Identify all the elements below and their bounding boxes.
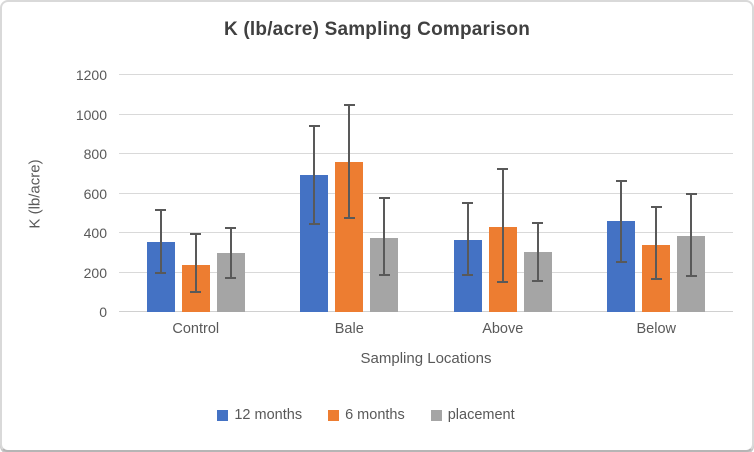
x-tick-label-bale: Bale xyxy=(334,321,364,337)
bar-slot-12-months-bale xyxy=(300,125,329,312)
bar-slot-6-months-above xyxy=(488,167,517,312)
error-bar-6-months-below xyxy=(642,206,670,281)
legend-label-placement: placement xyxy=(447,407,515,423)
chart-legend: 12 months 6 months placement xyxy=(2,407,730,423)
y-tick-label: 600 xyxy=(83,185,107,202)
chart-title: K (lb/acre) Sampling Comparison xyxy=(223,19,531,40)
y-tick-label: 0 xyxy=(99,304,107,320)
bar-slot-placement-control xyxy=(216,227,245,312)
y-tick-label: 400 xyxy=(83,225,107,241)
bar-group-below xyxy=(580,75,734,312)
error-bar-6-months-bale xyxy=(335,103,363,220)
legend-label-12-months: 12 months xyxy=(234,407,303,423)
legend-item-12-months[interactable]: 12 months xyxy=(217,407,302,423)
error-bar-6-months-control xyxy=(182,233,210,294)
bar-slot-6-months-bale xyxy=(335,103,364,312)
bar-slot-placement-above xyxy=(523,222,552,312)
gridline xyxy=(119,74,733,75)
error-bar-12-months-above xyxy=(454,202,482,277)
x-axis-tick-labels: Control Bale Above Below xyxy=(119,312,733,346)
bar-group-bale xyxy=(273,75,427,312)
x-tick-label-below: Below xyxy=(636,321,677,337)
y-axis-title: K (lb/acre) xyxy=(26,158,44,229)
error-bar-6-months-above xyxy=(489,167,517,284)
bar-group-control xyxy=(119,75,273,312)
legend-item-6-months[interactable]: 6 months xyxy=(328,407,405,423)
gridline xyxy=(119,113,733,115)
legend-swatch-12-months xyxy=(217,409,229,421)
plot-area xyxy=(119,74,733,312)
y-axis-title-column: K (lb/acre) xyxy=(20,75,50,312)
error-bar-placement-control xyxy=(217,227,245,280)
error-bar-placement-bale xyxy=(370,197,398,277)
x-axis-title: Sampling Locations xyxy=(360,350,492,367)
bar-groups xyxy=(119,75,733,312)
y-tick-label: 200 xyxy=(83,264,107,281)
error-bar-placement-above xyxy=(524,222,552,283)
bar-slot-12-months-below xyxy=(607,179,636,312)
gridline xyxy=(119,232,733,233)
legend-label-6-months: 6 months xyxy=(345,407,405,423)
legend-swatch-placement xyxy=(430,409,442,421)
gridline xyxy=(119,271,733,273)
error-bar-12-months-control xyxy=(147,209,175,275)
gridline xyxy=(119,192,733,194)
legend-swatch-6-months xyxy=(328,409,340,421)
x-tick-label-control: Control xyxy=(172,321,220,337)
legend-item-placement[interactable]: placement xyxy=(430,407,515,423)
error-bar-12-months-below xyxy=(607,179,635,263)
gridline xyxy=(119,311,733,312)
error-bar-placement-below xyxy=(677,192,705,278)
error-bar-12-months-bale xyxy=(300,125,328,226)
bar-slot-6-months-control xyxy=(181,233,210,312)
bar-slot-12-months-above xyxy=(453,202,482,312)
chart-body: K (lb/acre) 0 200 400 600 800 1000 1200 Contro… xyxy=(2,67,752,372)
bar-slot-placement-bale xyxy=(370,197,399,312)
bar-slot-6-months-below xyxy=(642,206,671,312)
bar-slot-12-months-control xyxy=(146,209,175,312)
y-tick-label: 800 xyxy=(83,146,107,162)
gridline xyxy=(119,153,733,154)
y-axis-tick-labels: 0 200 400 600 800 1000 1200 xyxy=(50,67,119,320)
y-tick-label: 1200 xyxy=(75,67,107,83)
y-tick-label: 1000 xyxy=(75,106,107,123)
bar-group-above xyxy=(426,75,580,312)
x-tick-label-above: Above xyxy=(482,321,524,337)
bar-slot-placement-below xyxy=(677,192,706,312)
